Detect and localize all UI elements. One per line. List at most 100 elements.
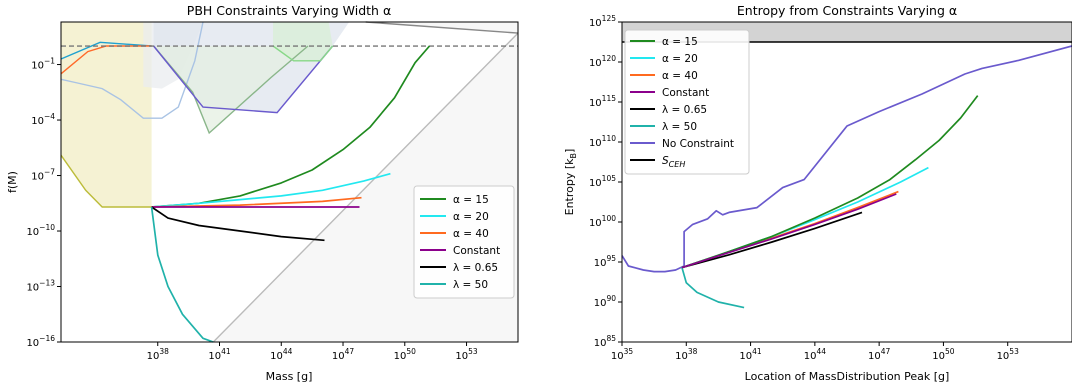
left-legend-label-lambda50: λ = 50 [453,279,488,291]
tick-base: 10 [332,351,345,362]
tick-exponent: 41 [752,347,762,356]
left-legend-label-alpha15: α = 15 [453,194,489,206]
tick-base: 10 [26,227,39,238]
left-series-lines [150,45,431,343]
left-legend-label-lambda065: λ = 0.65 [453,262,498,274]
tick-base: 10 [589,218,602,229]
tick-base: 10 [997,351,1010,362]
right-legend-label-lambda50: λ = 50 [662,121,697,133]
left-legend-label-constant: Constant [453,245,500,257]
tick-base: 10 [26,338,39,349]
right-y-axis-label-main: Entropy [k [563,158,576,216]
right-legend-label-sceh-main: S [662,155,669,167]
tick-base: 10 [594,298,607,309]
tick-base: 10 [594,258,607,269]
tick-exponent: −4 [44,112,55,121]
tick-base: 10 [611,351,624,362]
left-legend: α = 15 α = 20 α = 40 Constant λ = 0.65 λ… [413,185,515,299]
tick-base: 10 [589,178,602,189]
constraint-boundary-2 [60,21,204,119]
right-y-ticks: 1085109010951010010105101101011510120101… [589,14,622,349]
series-line-40 [151,196,362,208]
left-legend-label-alpha40: α = 40 [453,228,489,240]
tick-exponent: −1 [44,57,55,66]
tick-exponent: 38 [159,347,169,356]
constraint-boundary-8 [212,32,519,343]
tick-exponent: 44 [283,347,293,356]
left-y-tick-label: 10−10 [26,223,55,238]
left-plot-frame [60,21,519,343]
left-y-tick-label: 10−13 [26,279,55,294]
right-legend-label-constant: Constant [662,87,709,99]
constraint-boundary-3 [153,45,309,135]
left-x-tick-label: 1038 [147,347,170,362]
right-legend-label-alpha15: α = 15 [662,36,698,48]
tick-exponent: −16 [39,334,55,343]
constraint-boundary-6 [60,41,152,60]
tick-base: 10 [804,351,817,362]
right-legend-label-alpha20: α = 20 [662,53,698,65]
tick-base: 10 [147,351,160,362]
tick-exponent: 110 [602,134,617,143]
constraint-boundary-1 [60,154,152,208]
tick-exponent: 85 [606,334,616,343]
tick-exponent: 95 [606,254,616,263]
right-x-axis-label: Location of MassDistribution Peak [g] [745,370,950,383]
left-x-ticks: 1038 1041 1044 1047 1050 1053 [147,342,478,362]
tick-base: 10 [675,351,688,362]
tick-exponent: 47 [881,347,891,356]
tick-exponent: 90 [606,294,616,303]
right-chart-title: Entropy from Constraints Varying α [737,3,957,18]
left-x-tick-label: 1050 [394,347,417,362]
right-legend-label-sceh-sub: CEH [669,160,686,169]
left-y-tick-label: 10−4 [31,112,55,127]
left-legend-box [413,185,515,299]
right-legend-label-sceh: SCEH [662,155,685,169]
tick-exponent: 100 [602,214,617,223]
tick-base: 10 [932,351,945,362]
tick-base: 10 [739,351,752,362]
right-legend-box [624,29,750,175]
tick-exponent: 53 [468,347,478,356]
right-x-tick-label: 1053 [997,347,1020,362]
right-x-tick-label: 1041 [739,347,762,362]
constraint-boundary-4 [153,45,334,114]
tick-exponent: 50 [945,347,955,356]
right-y-tick-label: 1090 [594,294,617,309]
right-y-axis-label-end: ] [563,149,576,153]
constraint-boundary-5 [272,45,334,62]
right-legend-label-lambda065: λ = 0.65 [662,104,707,116]
right-legend: α = 15 α = 20 α = 40 Constant λ = 0.65 λ… [624,29,750,175]
tick-base: 10 [208,351,221,362]
tick-base: 10 [455,351,468,362]
tick-base: 10 [31,172,44,183]
left-x-tick-label: 1053 [455,347,478,362]
series-line-20 [151,172,391,208]
tick-exponent: 44 [816,347,826,356]
tick-exponent: 47 [345,347,355,356]
right-x-ticks: 1035 1038 1041 1044 1047 1050 1053 [611,342,1019,362]
series-line-15 [151,45,431,208]
right-y-axis-label-sub: B [569,153,578,159]
right-y-tick-label: 10115 [589,94,616,109]
left-x-axis-label: Mass [g] [266,370,313,383]
tick-base: 10 [589,138,602,149]
left-y-tick-label: 10−16 [26,334,55,349]
tick-base: 10 [31,116,44,127]
right-y-tick-label: 10100 [589,214,616,229]
tick-base: 10 [394,351,407,362]
right-legend-label-alpha40: α = 40 [662,70,698,82]
tick-exponent: 120 [602,54,617,63]
series-line-15 [681,95,979,269]
right-x-tick-label: 1047 [868,347,891,362]
left-legend-label-alpha20: α = 20 [453,211,489,223]
tick-base: 10 [589,98,602,109]
tick-base: 10 [589,18,602,29]
tick-base: 10 [594,338,607,349]
series-line-0-65 [681,211,863,269]
left-x-tick-label: 1041 [208,347,231,362]
right-x-tick-label: 1050 [932,347,955,362]
series-line-50 [681,267,745,309]
